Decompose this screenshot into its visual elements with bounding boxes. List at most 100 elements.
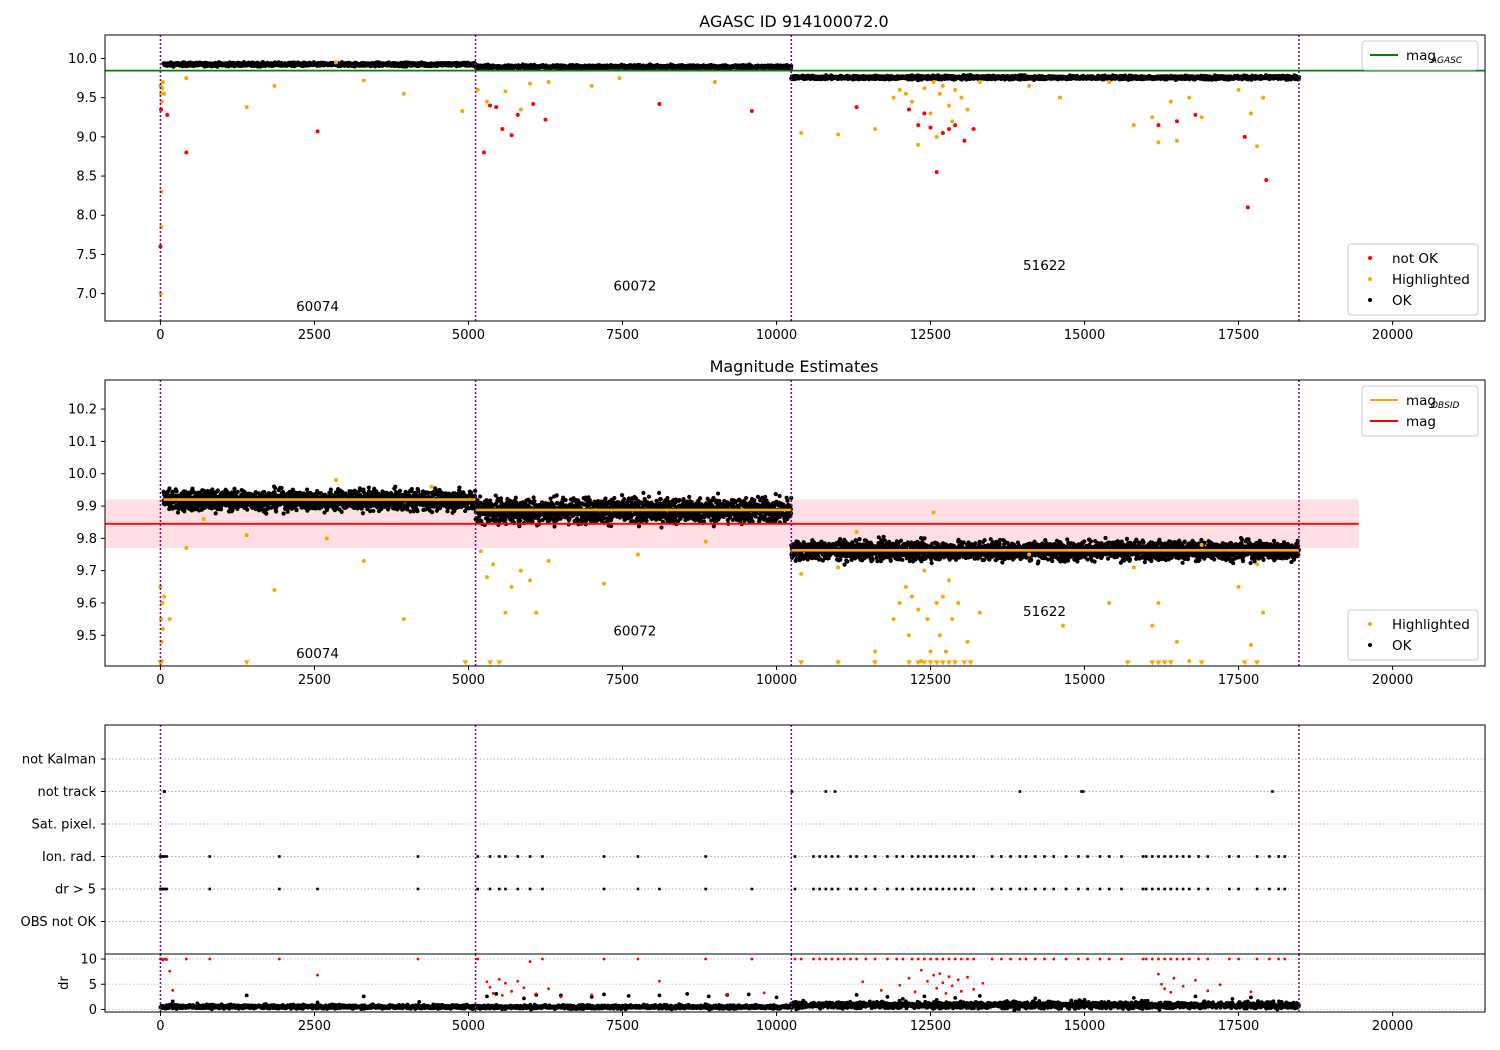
- legend-label: not OK: [1392, 251, 1439, 267]
- not-ok-point: [749, 109, 754, 114]
- y-tick-label: 8.0: [76, 209, 97, 224]
- not-ok-point: [488, 103, 493, 108]
- legend-subscript: AGASC: [1430, 56, 1463, 66]
- not-ok-point: [928, 125, 933, 130]
- ok-point: [182, 509, 187, 514]
- estimates-panel-title: Magnitude Estimates: [710, 357, 879, 376]
- ok-point: [789, 63, 794, 69]
- obsid-label: 51622: [1023, 258, 1066, 274]
- highlighted-point: [1131, 123, 1136, 128]
- not-ok-point: [1193, 112, 1198, 117]
- ok-point: [170, 490, 175, 495]
- highlighted-point: [1168, 99, 1173, 104]
- x-tick-label: 17500: [1218, 328, 1259, 343]
- highlighted-point: [891, 95, 896, 100]
- highlighted-point: [475, 87, 480, 92]
- not-ok-point: [940, 130, 945, 135]
- not-ok-point: [481, 150, 486, 155]
- y-tick-label: 9.5: [76, 91, 97, 106]
- highlighted-point: [361, 78, 366, 83]
- not-ok-point: [165, 112, 170, 117]
- highlighted-point: [160, 86, 165, 91]
- not-ok-point: [494, 105, 499, 110]
- not-ok-point: [916, 123, 921, 128]
- highlighted-point: [934, 134, 939, 139]
- plot-area: 60074 60072 51622: [105, 35, 1485, 321]
- not-ok-point: [657, 101, 662, 106]
- highlighted-point: [1261, 95, 1266, 100]
- highlighted-point: [940, 83, 945, 88]
- not-ok-point: [1242, 134, 1247, 139]
- highlighted-point: [1236, 87, 1241, 92]
- highlighted-point: [922, 86, 927, 91]
- x-tick-label: 2500: [298, 328, 331, 343]
- y-tick-label: 10.0: [68, 52, 97, 67]
- highlighted-point: [910, 99, 915, 104]
- not-ok-point: [854, 105, 859, 110]
- y-tick-label: 8.5: [76, 170, 97, 185]
- not-ok-point: [1245, 205, 1250, 210]
- not-ok-point: [1264, 177, 1269, 182]
- ok-point: [174, 489, 179, 494]
- highlighted-point: [1156, 140, 1161, 145]
- magnitude-panel-title: AGASC ID 914100072.0: [699, 12, 888, 31]
- not-ok-point: [543, 117, 548, 122]
- highlighted-point: [947, 103, 952, 108]
- not-ok-point: [962, 138, 967, 143]
- y-tick-label: 9.0: [76, 130, 97, 145]
- x-tick-label: 0: [156, 328, 164, 343]
- highlighted-point: [401, 91, 406, 96]
- highlighted-point: [460, 109, 465, 114]
- highlighted-point: [546, 80, 551, 85]
- highlighted-point: [1150, 115, 1155, 120]
- highlighted-point: [484, 99, 489, 104]
- legend-dot-swatch: [1368, 277, 1372, 281]
- highlighted-point: [897, 87, 902, 92]
- highlighted-point: [503, 89, 508, 94]
- not-ok-point: [531, 101, 536, 106]
- highlighted-point: [160, 80, 165, 85]
- highlighted-point: [959, 95, 964, 100]
- magnitude-panel: AGASC ID 914100072.0 60074 60072 51622 0 250…: [68, 12, 1486, 343]
- highlighted-point: [617, 76, 622, 81]
- legend-label: Highlighted: [1392, 272, 1470, 288]
- highlighted-point: [977, 80, 982, 85]
- not-ok-point: [184, 150, 189, 155]
- x-tick-label: 12500: [910, 328, 951, 343]
- highlighted-point: [1027, 83, 1032, 88]
- highlighted-point: [1199, 115, 1204, 120]
- highlighted-point: [162, 91, 167, 96]
- legend-box: [1347, 243, 1479, 316]
- x-tick-label: 15000: [1064, 328, 1105, 343]
- highlighted-point: [928, 111, 933, 116]
- highlighted-point: [950, 119, 955, 124]
- not-ok-point: [947, 127, 952, 132]
- ok-point: [167, 486, 172, 491]
- obsid-label: 60074: [296, 299, 339, 315]
- highlighted-point: [528, 81, 533, 86]
- not-ok-point: [934, 170, 939, 175]
- highlighted-point: [244, 105, 249, 110]
- highlighted-point: [965, 107, 970, 112]
- legend-dot-swatch: [1368, 298, 1372, 302]
- obsid-label: 60072: [613, 278, 656, 294]
- highlighted-point: [931, 80, 936, 85]
- highlighted-point: [953, 87, 958, 92]
- x-tick-label: 20000: [1372, 328, 1413, 343]
- highlighted-point: [1174, 138, 1179, 143]
- legend-label: OK: [1392, 293, 1413, 309]
- y-tick-label: 7.5: [76, 248, 97, 263]
- magnitude-axes-frame: [104, 34, 1486, 322]
- highlighted-point: [916, 142, 921, 147]
- legend-label: mag: [1406, 48, 1436, 64]
- not-ok-point: [315, 129, 320, 134]
- not-ok-point: [953, 123, 958, 128]
- not-ok-point: [515, 112, 520, 117]
- highlighted-point: [799, 130, 804, 135]
- not-ok-point: [500, 127, 505, 132]
- not-ok-point: [158, 244, 163, 249]
- highlighted-point: [184, 76, 189, 81]
- highlighted-point: [1187, 95, 1192, 100]
- highlighted-point: [1107, 80, 1112, 85]
